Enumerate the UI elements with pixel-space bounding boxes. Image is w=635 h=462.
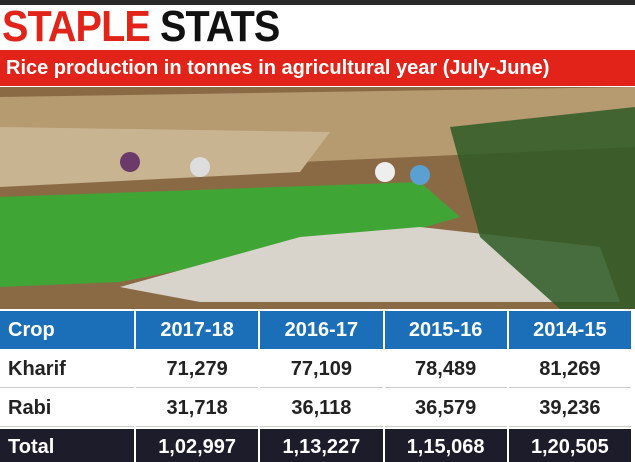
- table-row: Kharif 71,279 77,109 78,489 81,269: [0, 351, 631, 388]
- cell: Crop: [0, 311, 134, 349]
- cell: 1,15,068: [384, 429, 507, 462]
- cell: Kharif: [0, 351, 134, 388]
- cell: 31,718: [136, 390, 259, 427]
- table-row: Rabi 31,718 36,118 36,579 39,236: [0, 390, 631, 427]
- cell: 36,118: [260, 390, 383, 427]
- header-row: Crop 2017-18 2016-17 2015-16 2014-15: [0, 311, 631, 349]
- title-red: STAPLE: [2, 2, 151, 51]
- subtitle: Rice production in tonnes in agricultura…: [0, 50, 635, 86]
- production-table: Crop 2017-18 2016-17 2015-16 2014-15 Kharif 71…: [0, 309, 633, 462]
- cell: Rabi: [0, 390, 134, 427]
- cell: 1,02,997: [136, 429, 259, 462]
- cell: 78,489: [384, 351, 507, 388]
- cell: 2016-17: [260, 311, 383, 349]
- cell: 1,13,227: [260, 429, 383, 462]
- cell: 2017-18: [136, 311, 259, 349]
- cell: 81,269: [508, 351, 631, 388]
- cell: 2015-16: [384, 311, 507, 349]
- title: STAPLE STATS: [2, 2, 280, 52]
- cell: 2014-15: [508, 311, 631, 349]
- cell: 1,20,505: [508, 429, 631, 462]
- table-row: Total 1,02,997 1,13,227 1,15,068 1,20,505: [0, 429, 631, 462]
- photo: [0, 87, 635, 309]
- cell: 36,579: [384, 390, 507, 427]
- title-black: STATS: [159, 2, 280, 51]
- cell: 39,236: [508, 390, 631, 427]
- cell: Total: [0, 429, 134, 462]
- cell: 71,279: [136, 351, 259, 388]
- cell: 77,109: [260, 351, 383, 388]
- top-bar: [0, 0, 635, 5]
